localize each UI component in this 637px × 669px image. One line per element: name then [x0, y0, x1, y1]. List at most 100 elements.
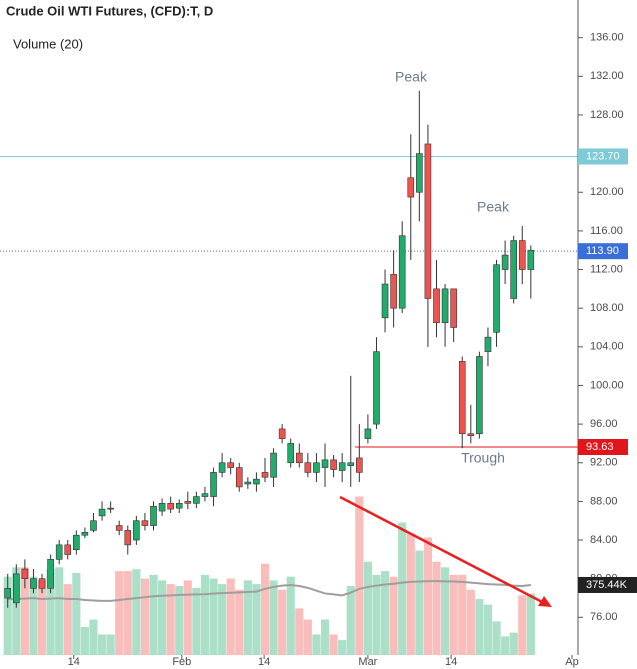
y-tick-label: 84.00: [590, 534, 618, 546]
candle-body: [321, 459, 329, 468]
y-tick-label: 120.00: [590, 186, 624, 198]
y-tick-label: 116.00: [590, 225, 623, 237]
volume-bar: [509, 632, 518, 655]
volume-bar: [526, 593, 535, 655]
candle-body: [270, 452, 277, 478]
y-tick-label: 92.00: [590, 457, 618, 469]
volume-bar: [398, 522, 407, 655]
candle-body: [253, 478, 260, 485]
volume-bar: [226, 578, 235, 655]
volume-bar: [278, 589, 287, 655]
y-tick-label: 108.00: [590, 302, 624, 314]
volume-bar: [286, 576, 295, 655]
volume-bar: [29, 576, 38, 655]
volume-bar: [55, 567, 64, 655]
volume-bar: [166, 584, 175, 655]
candle-body: [12, 573, 20, 604]
candle-body: [347, 462, 355, 466]
candle-body: [304, 462, 312, 473]
candle-body: [218, 462, 226, 473]
volume-bar: [355, 496, 364, 655]
volume-bar: [140, 578, 150, 655]
candle-body: [98, 508, 106, 517]
candle-body: [287, 443, 295, 464]
candle-body: [47, 559, 54, 589]
volume-bar: [441, 567, 450, 655]
candle-body: [55, 544, 63, 560]
candle-body: [441, 288, 449, 323]
y-tick-label: 96.00: [590, 418, 618, 430]
volume-bar: [492, 621, 501, 655]
candle-body: [124, 530, 132, 546]
volume-bar: [235, 589, 244, 655]
ma-tag-label: 375.44K: [586, 579, 628, 591]
volume-bar: [192, 587, 201, 655]
volume-bar: [320, 619, 330, 655]
trend-arrow: [339, 495, 547, 606]
level-tag: [578, 439, 628, 456]
volume-bar: [243, 580, 252, 655]
volume-bar: [338, 640, 347, 655]
volume-bar: [46, 569, 55, 655]
candle-body: [90, 520, 97, 531]
volume-bar: [501, 636, 510, 655]
x-tick-label: Mar: [358, 656, 377, 668]
level-tag: [578, 243, 628, 260]
volume-bar: [466, 589, 475, 655]
candle-body: [150, 505, 157, 526]
candle-body: [330, 459, 337, 470]
volume-bar: [123, 571, 132, 655]
volume-bar: [37, 580, 47, 655]
y-tick-label: 76.00: [590, 611, 618, 623]
volume-bar: [106, 634, 115, 655]
volume-bar: [209, 578, 218, 655]
candle-body: [467, 433, 475, 437]
y-tick-label: 112.00: [590, 263, 623, 275]
candle-body: [158, 503, 166, 512]
annotation: Peak: [395, 69, 428, 85]
candle-body: [133, 520, 140, 541]
candle-body: [458, 361, 466, 435]
candle-body: [227, 462, 234, 468]
annotation: Trough: [461, 450, 505, 466]
candle-body: [424, 143, 432, 299]
level-tag-label: 93.63: [586, 441, 614, 453]
volume-bar: [72, 572, 81, 655]
volume-layer: [3, 496, 535, 655]
candle-body: [510, 240, 517, 299]
x-tick-label: Feb: [172, 656, 191, 668]
candle-body: [338, 462, 346, 471]
candle-body: [21, 568, 29, 579]
candle-body: [141, 520, 149, 526]
candle-body: [450, 288, 457, 328]
annotation: Peak: [477, 199, 510, 215]
volume-bar: [312, 634, 321, 655]
volume-bar: [3, 576, 12, 655]
candle-body: [364, 428, 372, 439]
volume-bar: [475, 599, 484, 655]
volume-bar: [260, 563, 270, 655]
candle-body: [356, 457, 363, 473]
ma-tag: [578, 576, 637, 593]
volume-bar: [200, 574, 210, 655]
candle-body: [407, 177, 415, 198]
candle-body: [201, 493, 209, 497]
candle-body: [527, 249, 535, 270]
candle-body: [484, 336, 492, 352]
candle-body: [398, 235, 406, 309]
volume-bar: [295, 608, 304, 655]
y-tick-label: 136.00: [590, 32, 624, 44]
volume-bar: [252, 584, 261, 655]
candle-body: [210, 472, 217, 497]
x-tick-label: Ap: [565, 656, 578, 668]
candle-body: [167, 503, 174, 510]
volume-bar: [97, 634, 107, 655]
volume-bar: [518, 595, 527, 655]
volume-bar: [269, 580, 278, 655]
volume-bar: [389, 576, 398, 655]
volume-bar: [423, 537, 432, 655]
volume-bar: [483, 604, 493, 655]
volume-label: Volume (20): [13, 36, 83, 51]
